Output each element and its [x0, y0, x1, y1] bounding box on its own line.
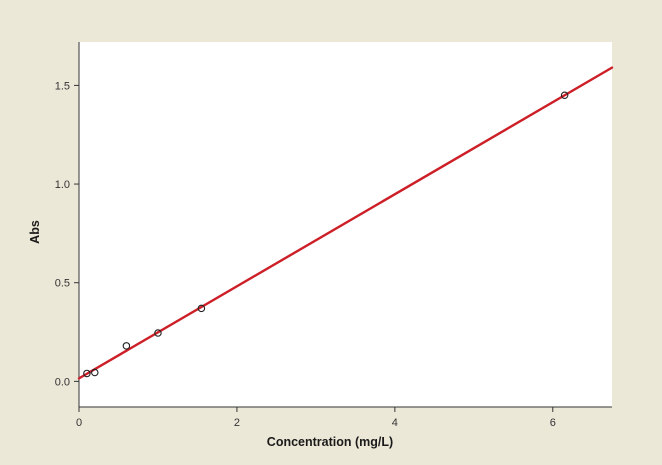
fit-line-layer [77, 66, 614, 380]
x-axis-ticks: 0 2 4 6 [76, 407, 556, 429]
x-tick-label: 4 [392, 417, 398, 429]
calibration-fit-line [77, 66, 614, 380]
plot-area [79, 42, 612, 407]
data-point [83, 369, 91, 378]
y-tick-label: 1.5 [55, 80, 70, 92]
data-points-layer [83, 91, 569, 378]
data-point [154, 329, 162, 337]
x-axis-title: Concentration (mg/L) [267, 435, 393, 449]
y-tick-label: 1.0 [55, 179, 70, 191]
y-tick-label: 0.0 [55, 376, 70, 388]
axes [78, 42, 612, 408]
data-point [91, 368, 99, 377]
data-point [122, 342, 131, 350]
x-tick-label: 6 [550, 417, 556, 429]
y-tick-label: 0.5 [55, 278, 70, 290]
x-tick-label: 2 [234, 417, 240, 429]
data-point [197, 304, 206, 313]
data-point [560, 91, 569, 100]
x-tick-label: 0 [76, 417, 82, 429]
y-axis-title: Abs [28, 220, 42, 244]
y-axis-ticks: 0.0 0.5 1.0 1.5 [55, 80, 79, 388]
